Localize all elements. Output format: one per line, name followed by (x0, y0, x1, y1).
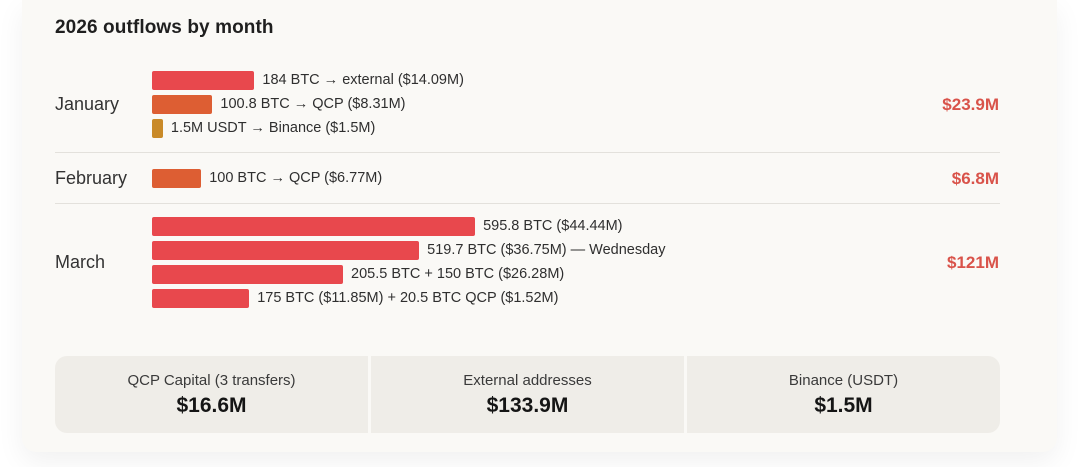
summary-external-label: External addresses (463, 371, 592, 389)
bar-january-1 (152, 95, 213, 114)
summary-binance-value: $1.5M (814, 393, 873, 417)
month-total-january: $23.9M (942, 94, 999, 114)
month-label-february: February (55, 167, 128, 188)
bar-label-march-2: 205.5 BTC + 150 BTC ($26.28M) (351, 266, 565, 282)
month-label-january: January (55, 93, 120, 114)
bar-february-0 (152, 169, 202, 188)
summary-qcp: QCP Capital (3 transfers) $16.6M (55, 356, 368, 433)
month-total-march: $121M (947, 252, 999, 272)
bar-label-march-0: 595.8 BTC ($44.44M) (483, 218, 623, 234)
bar-january-2 (152, 119, 163, 138)
summary-external: External addresses $133.9M (371, 356, 684, 433)
month-label-march: March (55, 251, 106, 272)
bar-march-0 (152, 217, 476, 236)
summary-qcp-label: QCP Capital (3 transfers) (127, 371, 296, 389)
summary-qcp-value: $16.6M (176, 393, 247, 417)
bar-march-2 (152, 265, 344, 284)
bar-label-february-0: 100 BTC → QCP ($6.77M) (209, 170, 383, 186)
summary-binance: Binance (USDT) $1.5M (687, 356, 1000, 433)
bar-label-january-0: 184 BTC → external ($14.09M) (262, 72, 464, 88)
group-divider (55, 203, 1000, 204)
group-divider (55, 152, 1000, 153)
bar-march-1 (152, 241, 420, 260)
summary-external-value: $133.9M (486, 393, 569, 417)
bar-label-january-2: 1.5M USDT → Binance ($1.5M) (170, 120, 376, 136)
bar-march-3 (152, 289, 250, 308)
month-total-february: $6.8M (951, 168, 999, 188)
chart-title: 2026 outflows by month (55, 17, 274, 38)
summary-panel: QCP Capital (3 transfers) $16.6M Externa… (55, 356, 1000, 433)
bar-january-0 (152, 71, 255, 90)
bar-label-march-1: 519.7 BTC ($36.75M) — Wednesday (427, 242, 666, 258)
bar-label-january-1: 100.8 BTC → QCP ($8.31M) (220, 96, 406, 112)
summary-binance-label: Binance (USDT) (788, 371, 899, 389)
bar-label-march-3: 175 BTC ($11.85M) + 20.5 BTC QCP ($1.52M… (257, 290, 559, 306)
